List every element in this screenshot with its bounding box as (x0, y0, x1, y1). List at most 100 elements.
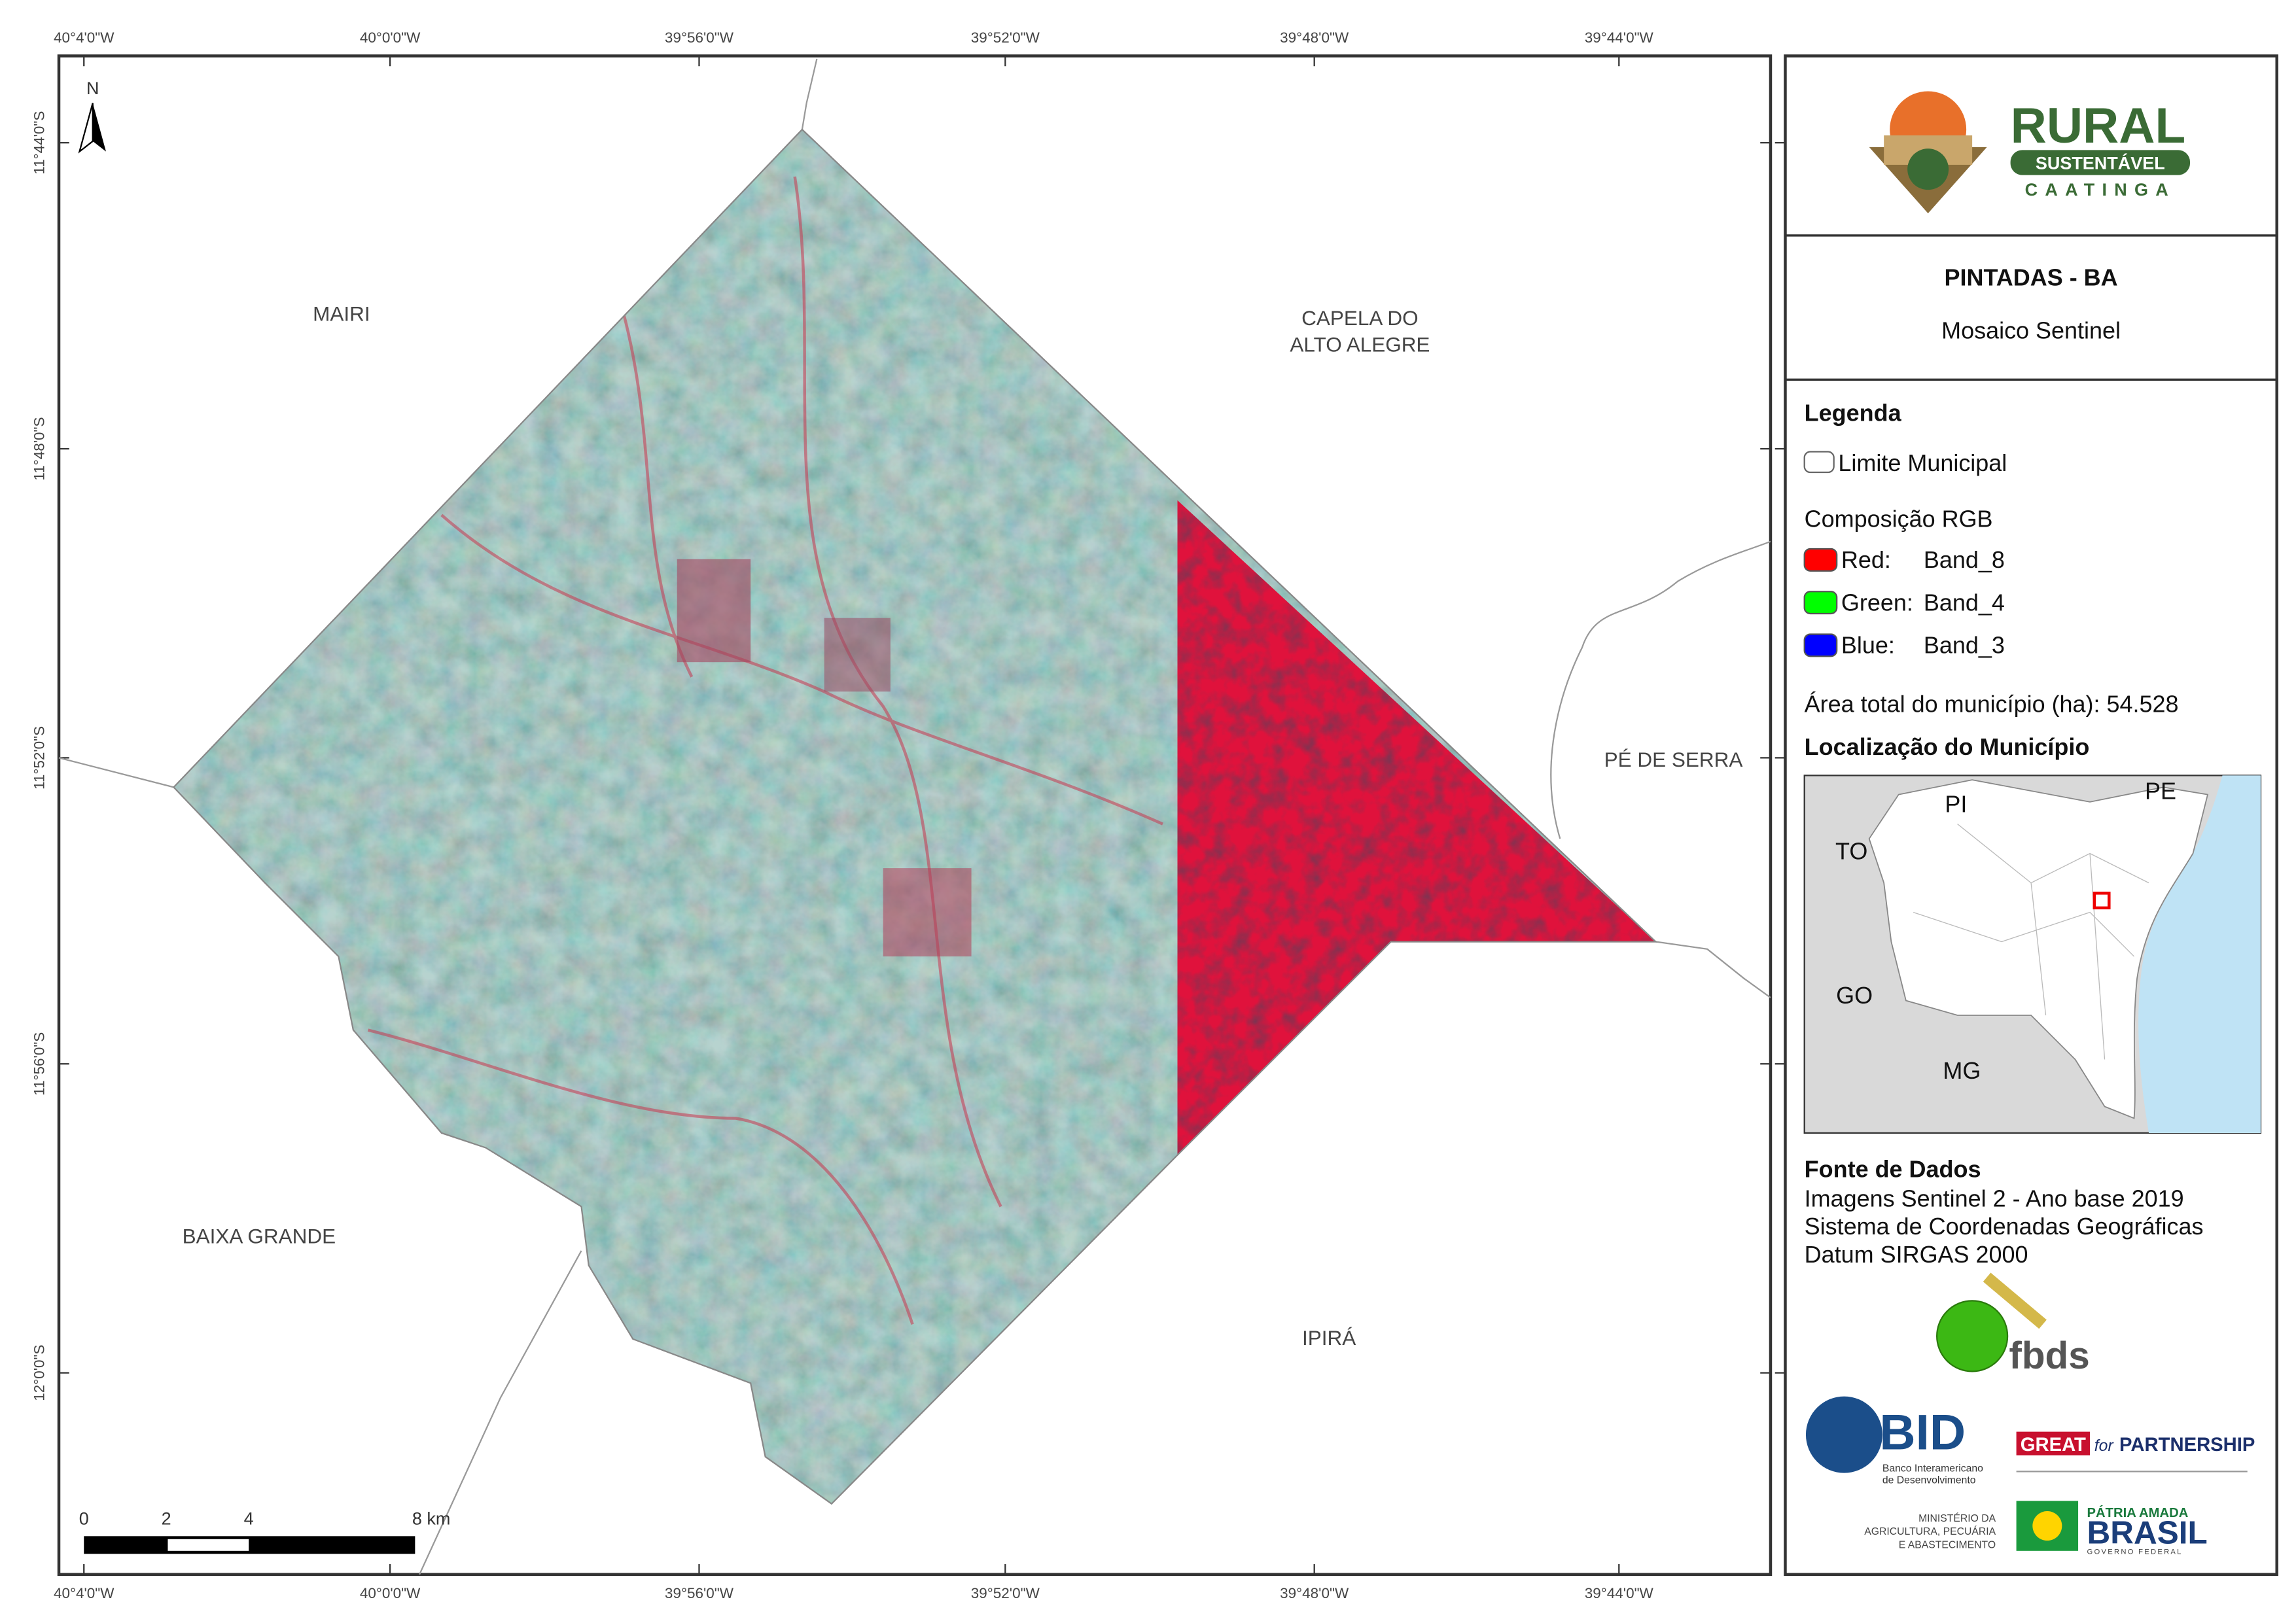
logo-subtitle: SUSTENTÁVEL (2036, 153, 2165, 173)
great-box (2016, 1431, 2091, 1456)
scale-label: 8 km (412, 1509, 450, 1528)
municipal-line (1913, 824, 2149, 1060)
brasil-top: PÁTRIA AMADA (2087, 1505, 2189, 1520)
ministry-label: MINISTÉRIO DA (1918, 1512, 1996, 1524)
fbds-label: fbds (2009, 1335, 2089, 1377)
state-label: TO (1835, 838, 1867, 865)
place-label: CAPELA DO (1301, 306, 1418, 330)
band-label: Blue: (1841, 632, 1895, 659)
field (883, 868, 972, 957)
boundary-line (1655, 941, 1771, 998)
lon-label: 40°0'0"W (360, 29, 421, 46)
map-title: PINTADAS - BA (1945, 264, 2118, 290)
band-label: Red: (1841, 546, 1891, 573)
map-subtitle: Mosaico Sentinel (1941, 317, 2121, 343)
lon-label: 39°44'0"W (1585, 1585, 1654, 1601)
sources-heading: Fonte de Dados (1805, 1155, 1981, 1182)
brasil-label: BRASIL (2087, 1515, 2208, 1551)
scale-bar: 0 2 4 8 km (79, 1509, 450, 1554)
band-swatch (1803, 548, 1838, 572)
lon-label: 39°48'0"W (1280, 29, 1349, 46)
lat-label: 12°0'0"S (31, 1344, 48, 1401)
band-name: Band_3 (1924, 632, 2005, 659)
ocean (2138, 775, 2261, 1133)
lat-label: 11°48'0"S (31, 417, 48, 480)
place-label: BAIXA GRANDE (183, 1225, 336, 1248)
area-text: Área total do município (ha): 54.528 (1805, 691, 2179, 718)
legend-subheading: Composição RGB (1805, 505, 1993, 532)
source-line: Datum SIRGAS 2000 (1805, 1241, 2028, 1268)
lon-label: 40°0'0"W (360, 1585, 421, 1601)
band-name: Band_8 (1924, 546, 2005, 573)
neighbour-boundaries (58, 58, 1771, 1575)
boundary-line (419, 1250, 582, 1575)
scale-label: 0 (79, 1509, 89, 1528)
place-label: PÉ DE SERRA (1604, 748, 1743, 771)
scale-label: 2 (162, 1509, 171, 1528)
legend-heading: Legenda (1805, 399, 1902, 426)
stream (793, 176, 1002, 1208)
source-line: Imagens Sentinel 2 - Ano base 2019 (1805, 1185, 2184, 1212)
band-name: Band_4 (1924, 589, 2005, 616)
state-label: PE (2145, 777, 2176, 804)
boundary-line (58, 757, 174, 788)
lon-label: 39°48'0"W (1280, 1585, 1349, 1601)
lon-label: 39°52'0"W (971, 29, 1040, 46)
state-label: MG (1943, 1057, 1981, 1084)
scale-segment (84, 1536, 415, 1554)
logo-band (2010, 150, 2191, 175)
lon-label: 39°44'0"W (1585, 29, 1654, 46)
logo: RURAL SUSTENTÁVEL CAATINGA (1869, 91, 2191, 214)
great-for: for (2094, 1437, 2115, 1455)
field (824, 618, 891, 692)
boundary-line (801, 58, 818, 130)
north-label: N (86, 79, 99, 98)
municipal-limit (172, 128, 1658, 1505)
scale-label: 4 (244, 1509, 254, 1528)
great-partnership: PARTNERSHIP (2119, 1435, 2255, 1456)
state-label: GO (1836, 982, 1873, 1009)
scale-segment (168, 1539, 249, 1551)
graticule: 40°4'0"W 40°4'0"W 40°0'0"W 40°0'0"W 39°56'0"… (31, 29, 1786, 1601)
bid-label: BID (1879, 1405, 1966, 1461)
bid-mark (1805, 1396, 1882, 1473)
partner-logos: fbds BID Banco Interamericano de Desenvo… (1805, 1272, 2255, 1556)
great-label: GREAT (2021, 1435, 2086, 1456)
logo-tree (1907, 148, 1949, 190)
logo-title: RURAL (2011, 98, 2186, 154)
lat-label: 11°52'0"S (31, 726, 48, 790)
lon-label: 39°56'0"W (665, 29, 734, 46)
municipal-lines (1913, 824, 2149, 1060)
band-label: Green: (1841, 589, 1913, 616)
source-line: Sistema de Coordenadas Geográficas (1805, 1213, 2204, 1240)
lat-label: 11°56'0"S (31, 1032, 48, 1096)
brasil-flag (2032, 1511, 2062, 1541)
legend-item: Limite Municipal (1838, 449, 2007, 476)
logo-tagline: CAATINGA (2025, 180, 2176, 200)
fbds-mark (1983, 1272, 2047, 1329)
lon-label: 40°4'0"W (54, 1585, 115, 1601)
location-heading: Localização do Município (1805, 733, 2090, 760)
red-streams (367, 176, 1163, 1325)
stream (367, 1028, 914, 1325)
stream (440, 514, 1163, 826)
stream (616, 294, 694, 678)
place-label: IPIRÁ (1302, 1326, 1356, 1350)
band-legend: Red: Band_8 Green: Band_4 Blue: Band_3 (1803, 546, 2005, 659)
ministry-label: AGRICULTURA, PECUÁRIA (1864, 1525, 1996, 1537)
band-swatch (1803, 633, 1838, 657)
north-arrow (92, 103, 106, 152)
field (677, 559, 751, 663)
bid-name: de Desenvolvimento (1882, 1475, 1976, 1486)
location-marker (2093, 892, 2111, 910)
lat-label: 11°44'0"S (31, 111, 48, 175)
lon-label: 39°56'0"W (665, 1585, 734, 1601)
band-swatch (1803, 591, 1838, 615)
ministry-label: E ABASTECIMENTO (1899, 1539, 1996, 1550)
lon-label: 39°52'0"W (971, 1585, 1040, 1601)
legend-boundary-swatch (1803, 451, 1835, 474)
fbds-mark (1936, 1300, 2009, 1372)
bid-name: Banco Interamericano (1882, 1463, 1983, 1474)
place-label: ALTO ALEGRE (1290, 333, 1430, 357)
